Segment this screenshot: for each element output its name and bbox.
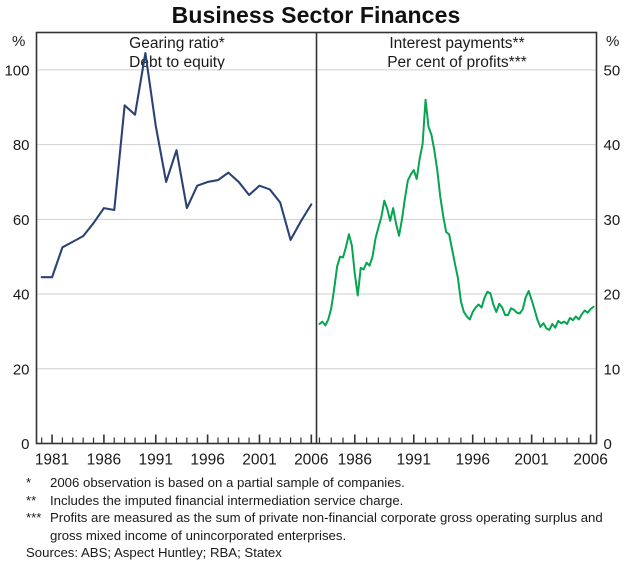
x-tick-label: 1986 (338, 452, 372, 469)
series-line-gearing-ratio (40, 51, 313, 279)
y-tick-label: 20 (13, 361, 30, 378)
y-tick-label: 0 (604, 436, 612, 453)
y-tick-label: 10 (604, 361, 621, 378)
panel-heading-right-subtitle: Per cent of profits*** (387, 54, 527, 71)
y-tick-label: 40 (13, 287, 30, 304)
y-tick-label: 30 (604, 212, 621, 229)
footnote-marker: *** (26, 510, 42, 526)
y-tick-label: 40 (604, 137, 621, 154)
footnote-text: Profits are measured as the sum of priva… (50, 510, 603, 543)
panel-heading-left: Gearing ratio* Debt to equity (38, 34, 316, 72)
panel-heading-left-subtitle: Debt to equity (129, 54, 225, 71)
x-tick-label: 2006 (573, 452, 607, 469)
footnote-text: 2006 observation is based on a partial s… (50, 475, 405, 490)
footnote-row: ** Includes the imputed financial interm… (26, 492, 626, 510)
sources-line: Sources: ABS; Aspect Huntley; RBA; State… (26, 545, 282, 561)
y-tick-label: 0 (21, 436, 29, 453)
panel-heading-left-title: Gearing ratio* (129, 35, 225, 52)
panel-heading-right-title: Interest payments** (389, 35, 525, 52)
right-axis-unit-label: % (606, 33, 620, 50)
y-tick-label: 50 (604, 62, 621, 79)
footnote-marker: ** (26, 492, 37, 508)
x-tick-label: 1986 (87, 452, 121, 469)
x-tick-label: 1991 (139, 452, 173, 469)
y-tick-label: 20 (604, 287, 621, 304)
footnote-marker: * (26, 475, 32, 490)
panel-heading-right: Interest payments** Per cent of profits*… (318, 34, 596, 72)
page-title: Business Sector Finances (171, 2, 461, 28)
x-tick-label: 2001 (514, 452, 548, 469)
footnote-row: * 2006 observation is based on a partial… (26, 474, 626, 492)
panel-gearing-ratio: 0 20 40 60 80 100 1981 1986 1991 1996 2001 2006 (4, 51, 329, 469)
y-tick-label: 80 (13, 137, 30, 154)
x-tick-label: 1981 (35, 452, 69, 469)
y-tick-label: 100 (4, 62, 29, 79)
x-tick-label: 1991 (397, 452, 431, 469)
footnote-row: *** Profits are measured as the sum of p… (26, 509, 626, 544)
x-tick-label: 2006 (294, 452, 328, 469)
y-tick-label: 60 (13, 212, 30, 229)
x-tick-label: 1996 (455, 452, 489, 469)
footnotes-block: * 2006 observation is based on a partial… (26, 474, 626, 562)
footnote-text: Includes the imputed financial intermedi… (50, 492, 404, 508)
x-tick-label: 2001 (242, 452, 276, 469)
left-axis-unit-label: % (12, 33, 26, 50)
panel-interest-payments: 0 10 20 30 40 50 1986 1991 1996 2001 2006 (317, 62, 621, 469)
x-tick-label: 1996 (190, 452, 224, 469)
series-line-interest-payments (318, 98, 595, 331)
